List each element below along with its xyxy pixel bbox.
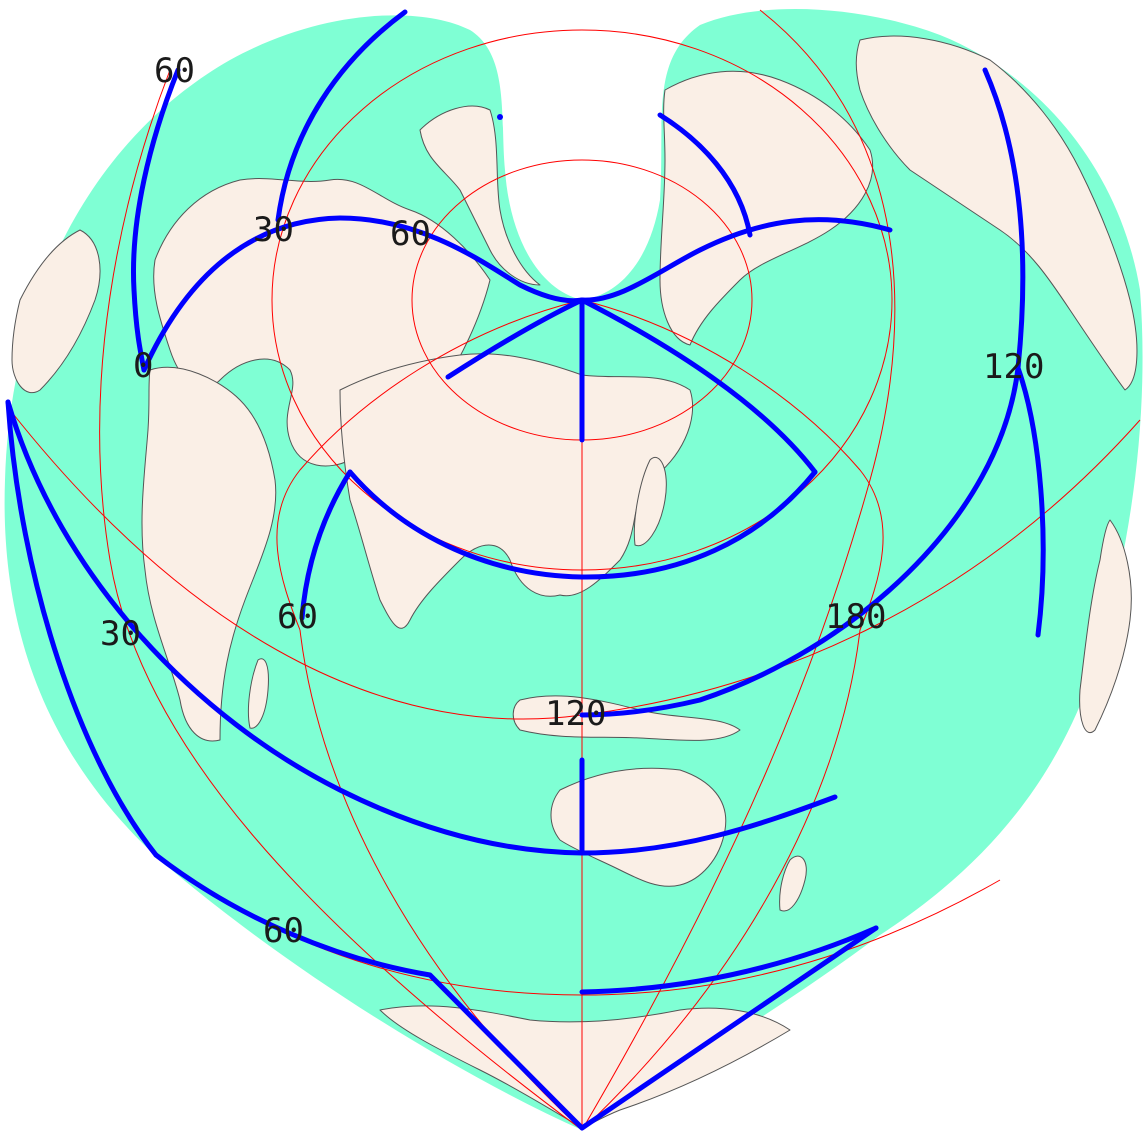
interruption-line — [141, 215, 585, 373]
interruption-line — [131, 67, 181, 373]
graticule-label: 180 — [825, 597, 886, 637]
graticule-line — [99, 69, 583, 1131]
interruption-line — [445, 297, 585, 380]
interruption-line — [5, 399, 159, 858]
land-north-america — [855, 35, 1138, 391]
interruption-line — [347, 469, 818, 580]
graticule-label: 0 — [133, 346, 153, 386]
land-antarctica — [379, 1005, 791, 1129]
interruption-lines — [5, 9, 1046, 1131]
interruption-line — [5, 399, 838, 856]
graticule-label: 30 — [100, 614, 141, 654]
graticule-line — [581, 9, 896, 1131]
interruption-line — [579, 67, 1026, 718]
land-australia — [550, 767, 727, 887]
land-africa — [141, 366, 277, 742]
graticule-label: 60 — [154, 51, 195, 91]
graticule-label: 60 — [277, 597, 318, 637]
land-new-zealand — [779, 855, 807, 912]
land-americas — [11, 229, 101, 393]
land-japan — [633, 457, 667, 547]
interruption-line — [579, 925, 879, 995]
land-siberia — [659, 70, 874, 346]
land-indonesia — [512, 695, 741, 741]
interruption-line — [153, 852, 879, 1131]
graticule-line — [581, 299, 884, 631]
pole-marker — [497, 114, 503, 120]
graticule-line — [276, 299, 583, 631]
interruption-line — [299, 469, 353, 621]
graticule-label: 30 — [253, 210, 294, 250]
interruption-line — [579, 297, 818, 475]
graticule-line — [581, 629, 861, 1131]
land-asia — [339, 353, 694, 629]
interruption-line — [657, 112, 753, 238]
interruption-line — [1015, 365, 1046, 638]
land-greenland — [419, 105, 541, 286]
graticule-label: 60 — [263, 911, 304, 951]
land-south-america — [1079, 519, 1132, 733]
interruption-line — [275, 9, 408, 223]
graticule-label: 120 — [983, 347, 1044, 387]
graticule-label: 120 — [545, 694, 606, 734]
interruption-line — [579, 217, 893, 303]
graticule-label: 60 — [390, 214, 431, 254]
land-madagascar — [247, 658, 269, 729]
graticule-labels: 60 30 60 0 120 30 60 180 120 60 — [100, 51, 1044, 951]
